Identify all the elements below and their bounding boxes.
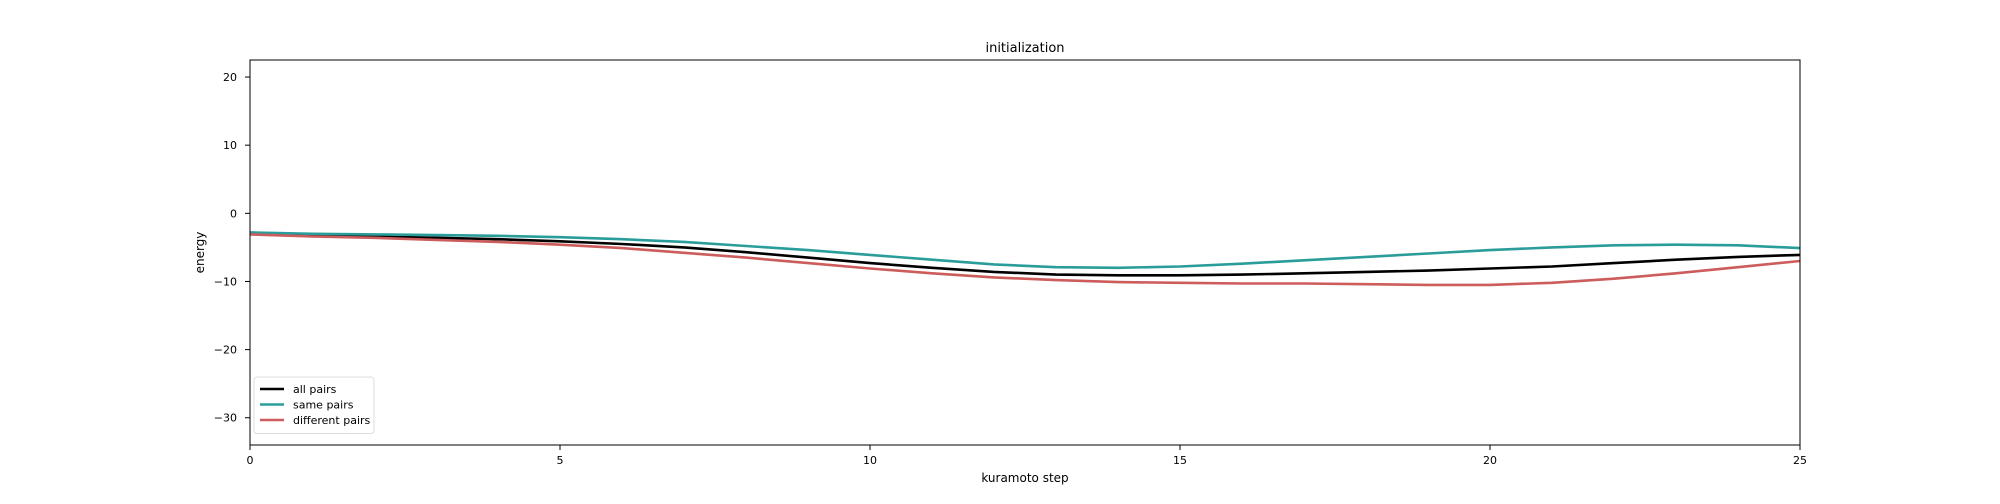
legend-label-same-pairs: same pairs <box>293 399 354 412</box>
x-tick-label: 20 <box>1483 454 1497 467</box>
series-line-all-pairs <box>249 232 1801 277</box>
y-tick-label: 20 <box>223 71 237 84</box>
x-axis-ticks: 0 5 10 15 20 25 <box>247 445 1807 467</box>
legend-label-all-pairs: all pairs <box>293 383 337 396</box>
x-tick-label: 10 <box>863 454 877 467</box>
x-axis-label: kuramoto step <box>981 471 1068 485</box>
chart-title: initialization <box>985 41 1064 56</box>
plot-frame <box>249 59 1801 446</box>
y-tick-label: −20 <box>214 344 237 357</box>
y-tick-label: 0 <box>230 207 237 220</box>
y-axis-label: energy <box>193 232 207 274</box>
y-tick-label: −30 <box>214 412 237 425</box>
x-tick-label: 15 <box>1173 454 1187 467</box>
legend-label-different-pairs: different pairs <box>293 414 371 427</box>
y-tick-label: 10 <box>223 139 237 152</box>
legend: all pairs same pairs different pairs <box>253 376 375 434</box>
series-line-different-pairs <box>249 233 1801 287</box>
y-tick-label: −10 <box>214 275 237 288</box>
plot-lines <box>249 231 1801 287</box>
x-tick-label: 5 <box>557 454 564 467</box>
series-line-same-pairs <box>249 231 1801 270</box>
x-tick-label: 25 <box>1793 454 1807 467</box>
x-tick-label: 0 <box>247 454 254 467</box>
y-axis-ticks: 20 10 0 −10 −20 −30 <box>214 71 250 425</box>
